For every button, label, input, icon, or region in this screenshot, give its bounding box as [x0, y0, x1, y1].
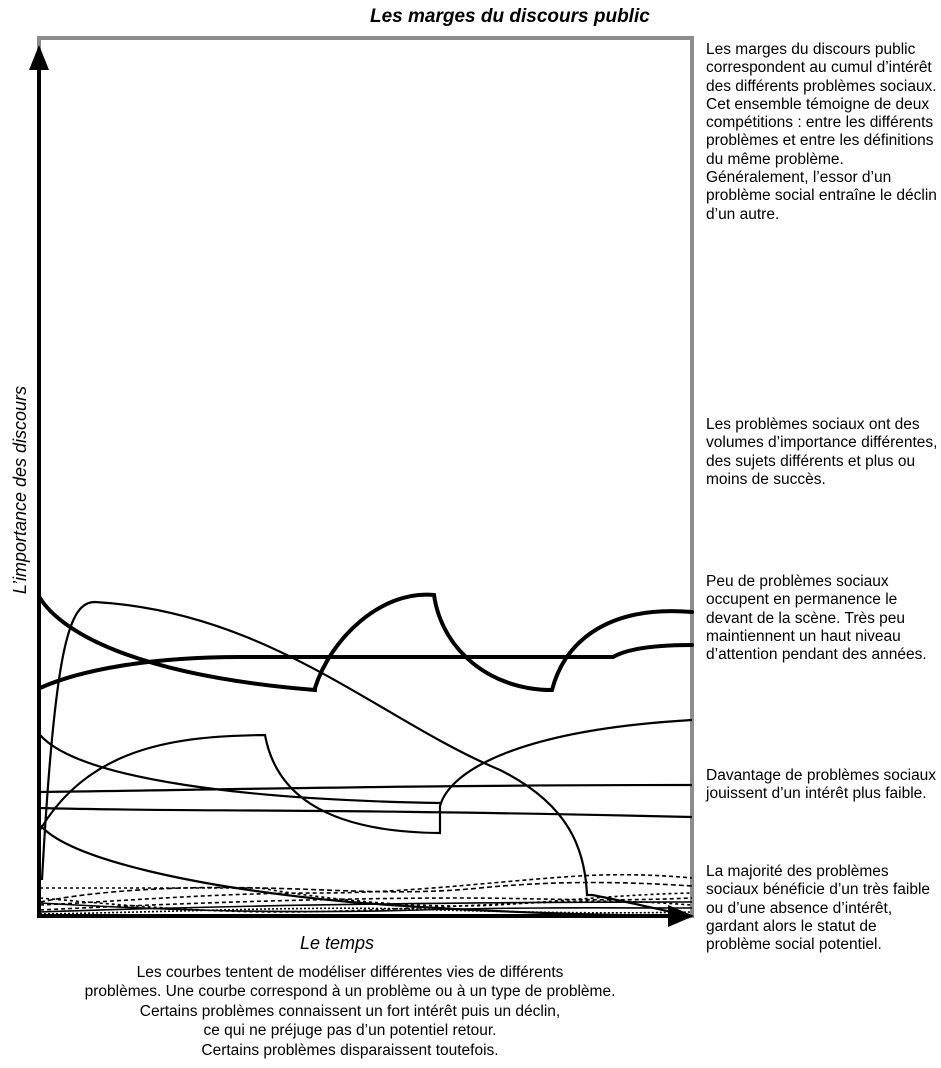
caption-line: Certains problèmes disparaissent toutefo… — [201, 1041, 499, 1059]
curve-medium-rise-fall — [40, 600, 693, 918]
curve-latent-8 — [39, 901, 693, 913]
caption-line: ce qui ne préjuge pas d’un potentiel ret… — [203, 1022, 497, 1040]
caption-line: problèmes. Une courbe correspond à un pr… — [84, 983, 616, 1001]
side-note-few-problems: Peu de problèmes sociaux occupent en per… — [706, 573, 927, 664]
diagram-title: Les marges du discours public — [370, 6, 650, 27]
caption-line: Les courbes tentent de modéliser différe… — [136, 964, 564, 981]
curve-medium-c — [39, 734, 441, 805]
side-note-volumes: Les problèmes sociaux ont des volumes d’… — [706, 416, 938, 488]
side-note-majority: La majorité des problèmes sociaux bénéfi… — [706, 863, 931, 954]
caption-line: Certains problèmes connaissent un fort i… — [139, 1002, 561, 1020]
curve-medium-e — [39, 783, 693, 794]
curve-latent-4 — [39, 897, 693, 911]
curve-latent-3 — [39, 873, 693, 906]
curve-medium-f — [39, 806, 693, 819]
x-axis-label: Le temps — [300, 933, 375, 953]
curve-medium-g — [39, 824, 693, 918]
y-axis-label: L’importance des discours — [10, 385, 30, 595]
caption: Les courbes tentent de modéliser différe… — [0, 963, 700, 1060]
curve-leading-b — [38, 643, 694, 690]
curve-leading-a — [38, 592, 694, 693]
curve-latent-6 — [39, 881, 693, 903]
curve-latent-5 — [39, 907, 693, 915]
side-note-lower-interest: Davantage de problèmes sociaux jouissent… — [706, 767, 937, 803]
y-axis-arrow — [29, 45, 49, 70]
side-note-margins: Les marges du discours public correspond… — [706, 41, 937, 223]
